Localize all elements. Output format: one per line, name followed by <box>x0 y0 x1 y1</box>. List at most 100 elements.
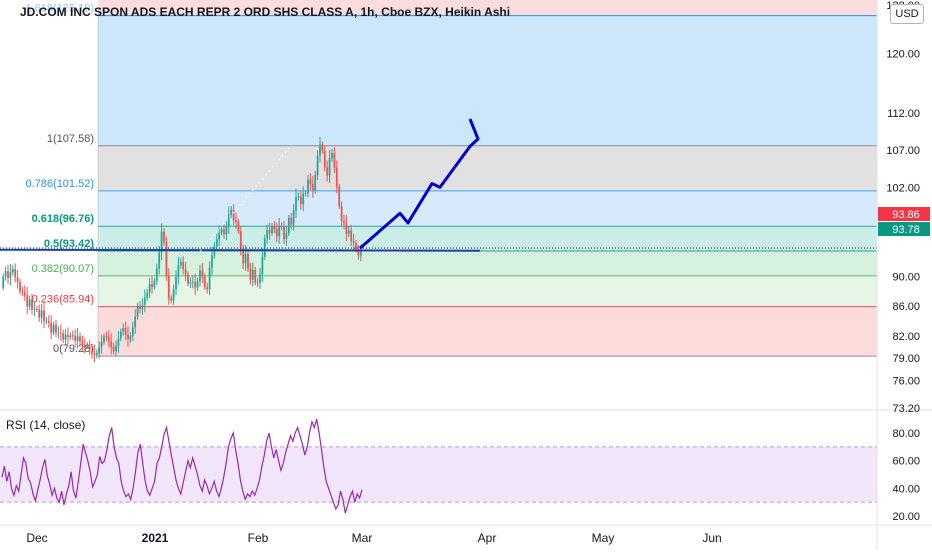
projection-path[interactable] <box>359 118 480 250</box>
candle <box>146 288 149 302</box>
rsi-tick: 80.00 <box>892 428 920 440</box>
fib-zone-3 <box>98 226 877 252</box>
candle <box>95 349 98 359</box>
candle <box>218 225 221 246</box>
candle-body <box>292 210 295 225</box>
candle-body <box>172 289 175 301</box>
candle <box>326 160 329 182</box>
candle <box>314 170 317 194</box>
candle-body <box>74 335 77 342</box>
candle <box>223 224 225 239</box>
candle-body <box>218 232 221 240</box>
candle <box>127 326 129 348</box>
candle-body <box>271 226 273 234</box>
candle-body <box>268 230 271 234</box>
candle <box>343 214 345 230</box>
candle-body <box>347 230 350 234</box>
candle-body <box>359 251 362 256</box>
time-tick: Jun <box>702 531 721 545</box>
candle-body <box>59 332 62 334</box>
candle <box>143 289 146 313</box>
price-tick: 82.00 <box>892 331 920 343</box>
candle-body <box>31 299 33 310</box>
fib-zone-1 <box>98 145 877 191</box>
candle-body <box>285 233 288 239</box>
candle-body <box>350 230 353 242</box>
candle-body <box>280 226 283 228</box>
candle-body <box>47 320 50 323</box>
candle-body <box>331 152 333 159</box>
candle <box>280 222 283 231</box>
candle-body <box>215 239 218 247</box>
fib-label-0.236: 0.236(85.94) <box>32 294 94 306</box>
candle <box>194 273 197 295</box>
candle-body <box>14 269 17 278</box>
candle-body <box>115 346 117 352</box>
candle <box>304 190 307 197</box>
candle <box>59 324 62 341</box>
candle-body <box>28 299 31 307</box>
candle-body <box>203 276 206 288</box>
candle-body <box>194 281 197 288</box>
candle-body <box>33 308 36 310</box>
candle <box>189 277 192 288</box>
candle <box>124 321 127 341</box>
candle <box>71 330 74 341</box>
candle-body <box>67 334 69 338</box>
candle <box>254 266 257 286</box>
candle-body <box>343 221 345 224</box>
candle <box>295 188 297 218</box>
candle <box>271 223 273 236</box>
dotted-guide-line <box>199 144 293 252</box>
candle <box>151 276 153 294</box>
candle <box>316 150 319 180</box>
time-tick: Apr <box>478 531 497 545</box>
candle-body <box>355 243 357 250</box>
candle-body <box>160 231 163 253</box>
candle <box>160 223 163 261</box>
candle-body <box>50 322 53 333</box>
fib-label-1.618: 1.618(125.10) <box>26 3 95 15</box>
candle <box>9 263 12 286</box>
support-trendline[interactable] <box>0 248 481 252</box>
candle <box>177 256 180 285</box>
candle-body <box>122 328 125 332</box>
candle-body <box>304 193 307 195</box>
candle-body <box>7 271 9 278</box>
time-tick: 2021 <box>142 531 169 545</box>
candle <box>309 173 312 190</box>
candle-body <box>278 226 281 237</box>
candle <box>331 149 333 162</box>
price-tick: 90.00 <box>892 271 920 283</box>
candle <box>141 298 144 315</box>
support-layer <box>0 144 877 252</box>
fib-zones <box>98 0 877 357</box>
candle <box>139 300 141 314</box>
fib-label-0.786: 0.786(101.52) <box>26 178 95 190</box>
candle-body <box>239 231 242 252</box>
candle <box>350 224 353 247</box>
candle-body <box>155 268 158 281</box>
candle <box>45 316 48 325</box>
candle-body <box>177 265 180 277</box>
candle-body <box>9 272 12 278</box>
fib-zone-4 <box>98 251 877 276</box>
candle <box>230 206 233 219</box>
price-tick: 102.00 <box>886 182 920 194</box>
candle <box>206 282 209 294</box>
candle-body <box>175 276 177 290</box>
candle-body <box>69 335 72 338</box>
candle-body <box>165 242 168 276</box>
candle-body <box>187 274 189 284</box>
currency-button[interactable]: USD <box>890 4 924 24</box>
candle <box>119 328 122 342</box>
candle <box>76 327 79 349</box>
candle-body <box>189 282 192 284</box>
candle-body <box>83 345 86 347</box>
candle <box>268 222 271 240</box>
candle <box>64 329 67 345</box>
candle-body <box>4 271 7 277</box>
candle-body <box>81 341 84 346</box>
